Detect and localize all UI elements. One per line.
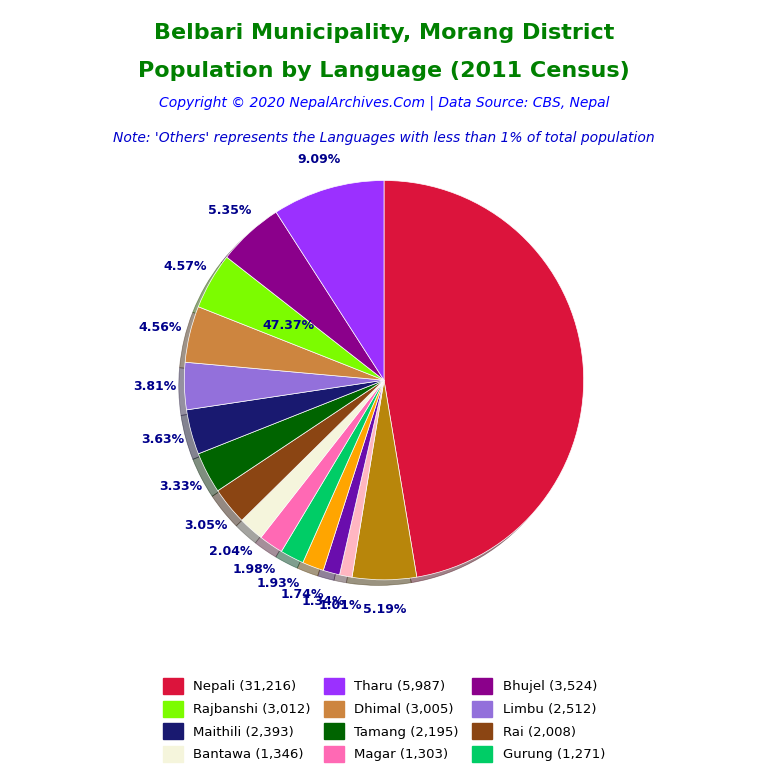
Wedge shape [261, 380, 384, 551]
Text: Belbari Municipality, Morang District: Belbari Municipality, Morang District [154, 23, 614, 43]
Text: 3.05%: 3.05% [184, 518, 227, 531]
Text: 5.35%: 5.35% [207, 204, 251, 217]
Wedge shape [198, 380, 384, 491]
Text: 4.57%: 4.57% [163, 260, 207, 273]
Text: 1.98%: 1.98% [233, 563, 276, 576]
Wedge shape [187, 380, 384, 454]
Wedge shape [218, 380, 384, 521]
Text: 3.33%: 3.33% [159, 480, 202, 493]
Wedge shape [198, 257, 384, 380]
Text: 5.19%: 5.19% [362, 604, 406, 616]
Text: Copyright © 2020 NepalArchives.Com | Data Source: CBS, Nepal: Copyright © 2020 NepalArchives.Com | Dat… [159, 96, 609, 111]
Wedge shape [242, 380, 384, 538]
Text: 9.09%: 9.09% [298, 154, 341, 167]
Text: 1.74%: 1.74% [280, 588, 324, 601]
Wedge shape [339, 380, 384, 578]
Text: Population by Language (2011 Census): Population by Language (2011 Census) [138, 61, 630, 81]
Text: 1.34%: 1.34% [302, 595, 345, 608]
Text: Note: 'Others' represents the Languages with less than 1% of total population: Note: 'Others' represents the Languages … [113, 131, 655, 144]
Wedge shape [184, 362, 384, 410]
Text: 47.37%: 47.37% [263, 319, 315, 332]
Text: 1.93%: 1.93% [257, 578, 300, 591]
Wedge shape [352, 380, 417, 580]
Wedge shape [384, 180, 584, 577]
Wedge shape [303, 380, 384, 571]
Wedge shape [281, 380, 384, 563]
Text: 2.04%: 2.04% [210, 545, 253, 558]
Text: 4.56%: 4.56% [139, 320, 182, 333]
Legend: Nepali (31,216), Rajbanshi (3,012), Maithili (2,393), Bantawa (1,346), Newar (1,: Nepali (31,216), Rajbanshi (3,012), Mait… [157, 673, 611, 768]
Wedge shape [227, 212, 384, 380]
Text: 3.81%: 3.81% [133, 380, 176, 393]
Wedge shape [323, 380, 384, 574]
Wedge shape [185, 306, 384, 380]
Text: 1.01%: 1.01% [318, 599, 362, 612]
Text: 3.63%: 3.63% [141, 433, 184, 446]
Wedge shape [276, 180, 384, 380]
